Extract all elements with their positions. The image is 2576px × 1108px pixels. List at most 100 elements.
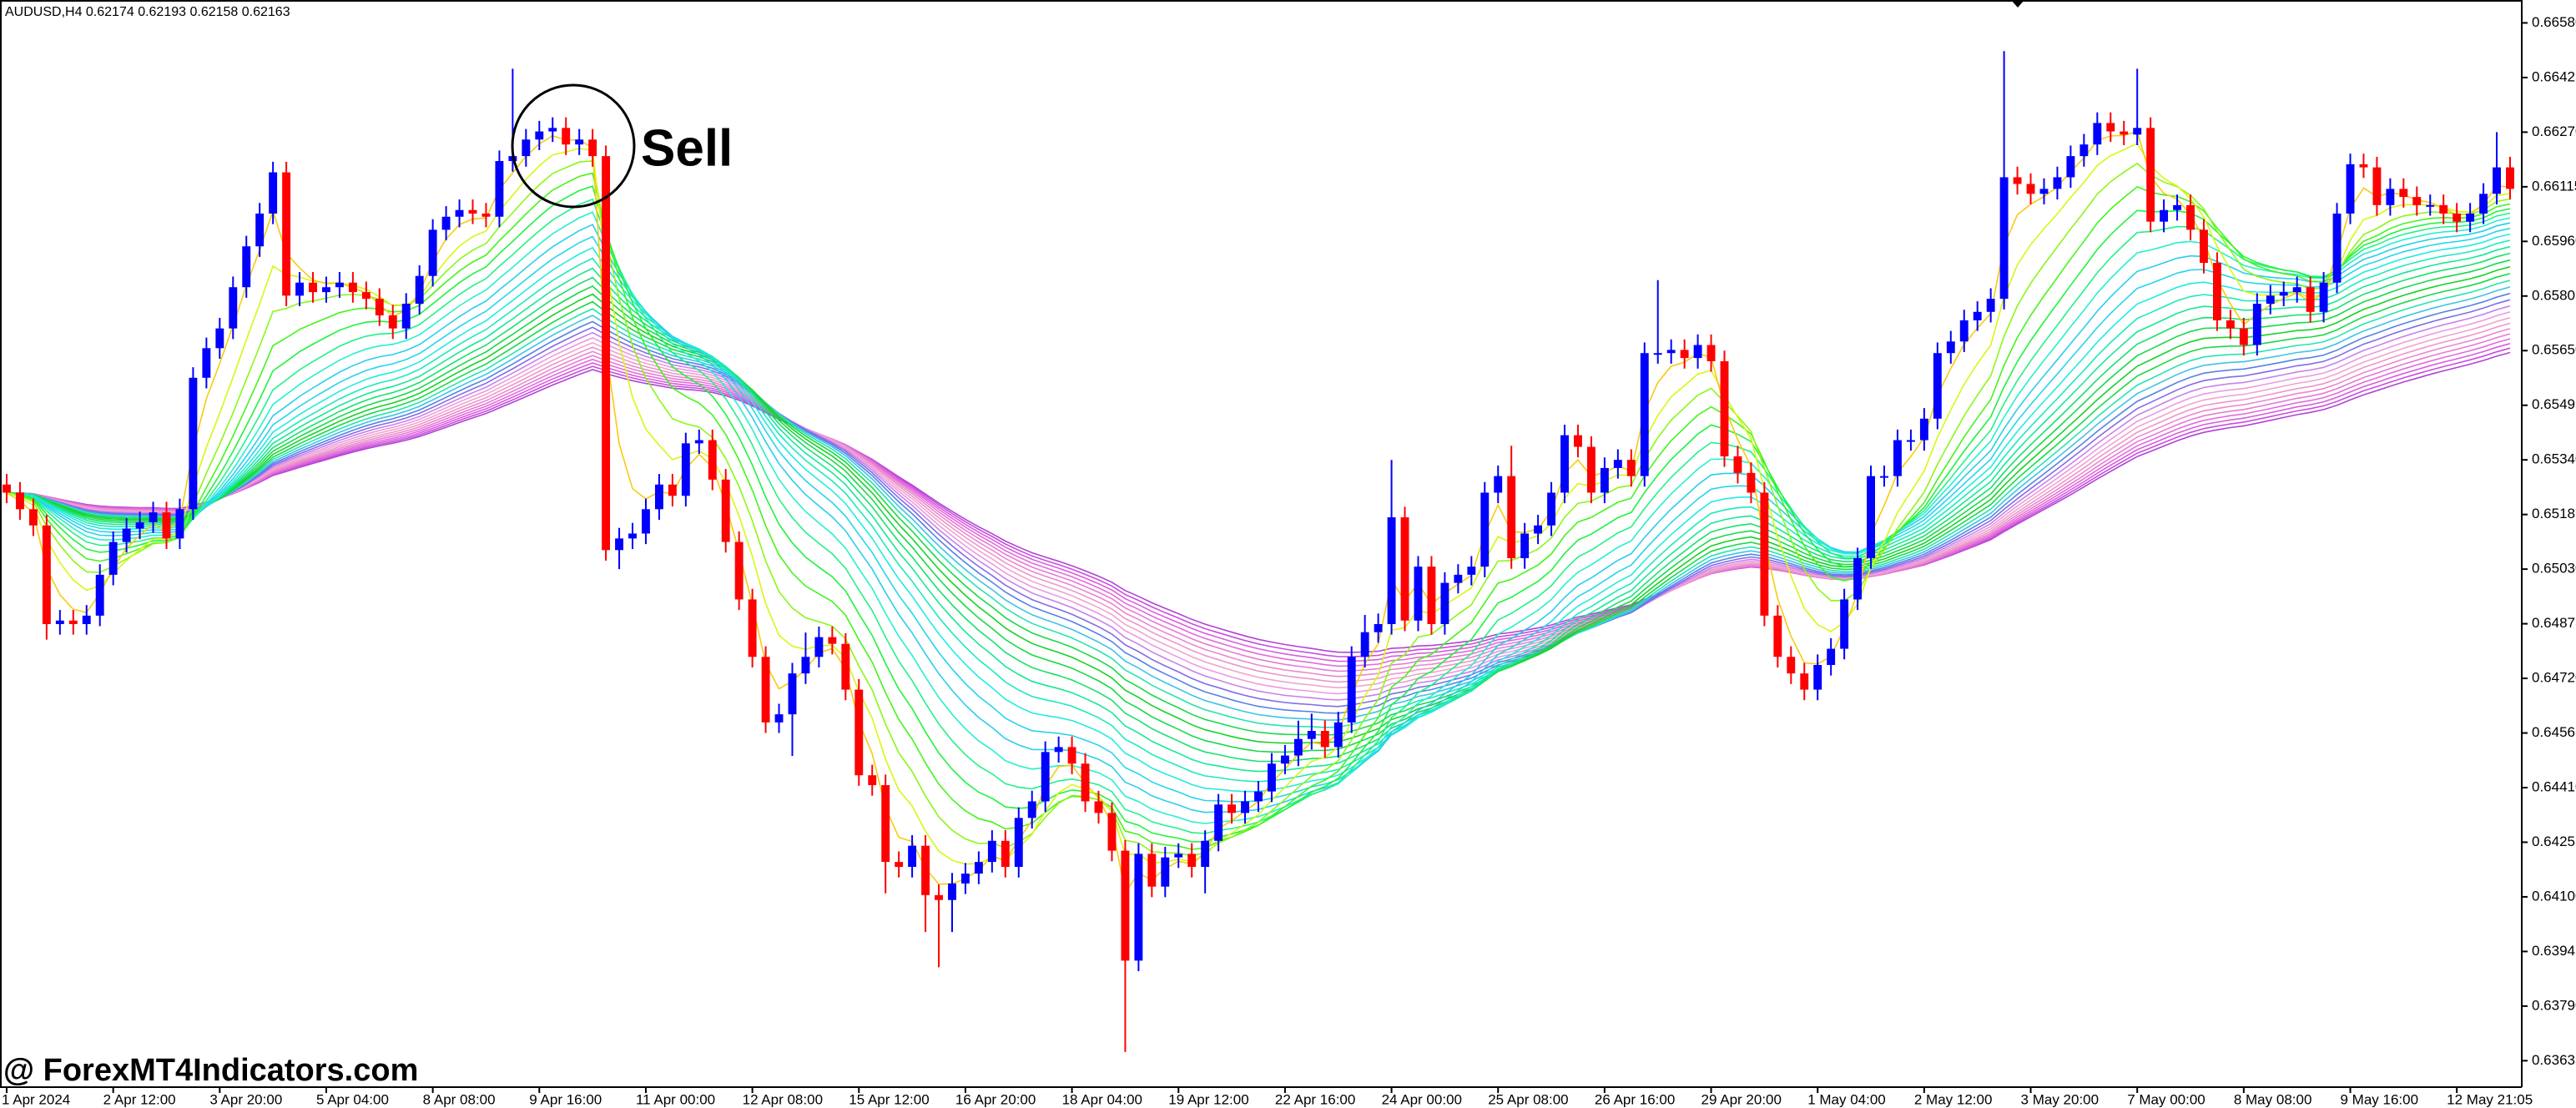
- y-tick-label: 0.65495: [2532, 396, 2576, 412]
- x-tick-label: 29 Apr 20:00: [1701, 1091, 1782, 1107]
- candle-body: [814, 637, 824, 657]
- candle-body: [708, 440, 717, 480]
- candle-body: [1254, 791, 1263, 802]
- candle-body: [282, 172, 291, 296]
- candle-body: [1813, 665, 1822, 690]
- x-tick-label: 15 Apr 12:00: [849, 1091, 929, 1107]
- candle-body: [2466, 213, 2475, 222]
- candle-body: [348, 282, 357, 293]
- candle-body: [1067, 747, 1076, 764]
- candle-body: [162, 512, 171, 539]
- candle-body: [2279, 292, 2288, 296]
- candle-body: [895, 862, 904, 868]
- candle-body: [575, 139, 584, 145]
- x-tick-label: 1 May 04:00: [1807, 1091, 1886, 1107]
- candle-body: [2160, 209, 2169, 222]
- candle-body: [987, 840, 996, 863]
- candle-body: [801, 657, 810, 674]
- candle-body: [1640, 353, 1649, 476]
- candle-body: [495, 161, 504, 217]
- candle-body: [16, 492, 24, 510]
- candle-body: [1574, 435, 1582, 447]
- candle-body: [2133, 128, 2142, 135]
- candle-body: [2386, 189, 2395, 205]
- candle-body: [881, 785, 890, 863]
- candle-body: [2039, 189, 2049, 194]
- x-tick-label: 12 Apr 08:00: [743, 1091, 823, 1107]
- candle-body: [841, 643, 850, 690]
- candle-body: [654, 484, 663, 510]
- candle-body: [1906, 440, 1915, 442]
- marker-triangle: [2011, 0, 2024, 8]
- ma-line: [6, 351, 2511, 653]
- candle-body: [1081, 763, 1090, 802]
- candle-body: [1653, 353, 1662, 355]
- candle-body: [1427, 567, 1436, 625]
- ma-line: [6, 333, 2511, 672]
- candle-body: [2079, 144, 2089, 157]
- x-tick-label: 2 May 12:00: [1914, 1091, 1993, 1107]
- candle-body: [1800, 673, 1809, 690]
- candle-body: [2399, 189, 2408, 198]
- candle-body: [1107, 813, 1117, 851]
- sell-circle: [511, 83, 636, 209]
- x-tick-label: 11 Apr 00:00: [636, 1091, 715, 1107]
- candle-body: [642, 509, 650, 534]
- candle-body: [2106, 123, 2115, 132]
- y-tick-label: 0.63635: [2532, 1052, 2576, 1068]
- x-tick-label: 8 May 08:00: [2234, 1091, 2312, 1107]
- candle-body: [774, 714, 784, 723]
- candle-body: [908, 845, 917, 868]
- ma-line: [6, 322, 2511, 683]
- candle-body: [1014, 818, 1023, 868]
- candle-body: [1706, 345, 1716, 361]
- candle-body: [1494, 476, 1503, 493]
- candle-body: [2332, 213, 2342, 283]
- candle-body: [1480, 492, 1490, 567]
- candle-body: [921, 845, 930, 895]
- candle-body: [388, 315, 397, 329]
- candle-body: [1041, 752, 1050, 802]
- candle-body: [761, 657, 770, 723]
- candle-body: [828, 637, 837, 644]
- candle-body: [2346, 164, 2355, 214]
- candle-body: [1534, 525, 1543, 534]
- candle-body: [2146, 128, 2155, 222]
- candle-body: [960, 874, 970, 884]
- candle-body: [1986, 299, 1995, 312]
- x-tick-label: 19 Apr 12:00: [1168, 1091, 1248, 1107]
- candle-body: [441, 216, 451, 230]
- candle-body: [108, 541, 118, 575]
- candle-body: [1121, 850, 1130, 961]
- candle-body: [415, 275, 424, 305]
- y-tick-label: 0.64255: [2532, 834, 2576, 849]
- candle-body: [2306, 287, 2315, 312]
- candle-body: [2239, 328, 2248, 345]
- x-tick-label: 9 May 16:00: [2341, 1091, 2419, 1107]
- candle-body: [1293, 738, 1303, 756]
- y-tick-label: 0.63945: [2532, 943, 2576, 959]
- candle-body: [1360, 632, 1369, 657]
- ma-line: [6, 172, 2511, 850]
- candle-body: [1613, 460, 1622, 468]
- candle-body: [2266, 295, 2275, 305]
- candle-body: [2452, 213, 2462, 222]
- candle-body: [2186, 204, 2195, 230]
- x-tick-label: 26 Apr 16:00: [1595, 1091, 1675, 1107]
- candle-body: [1467, 567, 1476, 575]
- candle-body: [2013, 177, 2022, 184]
- candle-body: [1134, 854, 1143, 961]
- x-tick-label: 25 Apr 08:00: [1488, 1091, 1568, 1107]
- candle-body: [1733, 456, 1742, 473]
- ma-line: [6, 305, 2511, 701]
- candle-body: [734, 541, 744, 600]
- candle-body: [1147, 854, 1157, 887]
- candle-body: [42, 525, 51, 625]
- ma-line: [6, 343, 2511, 662]
- symbol-header: AUDUSD,H4 0.62174 0.62193 0.62158 0.6216…: [5, 5, 290, 19]
- candle-body: [2226, 320, 2235, 329]
- candle-body: [1400, 517, 1409, 621]
- candle-body: [1600, 467, 1609, 493]
- candle-body: [535, 131, 544, 140]
